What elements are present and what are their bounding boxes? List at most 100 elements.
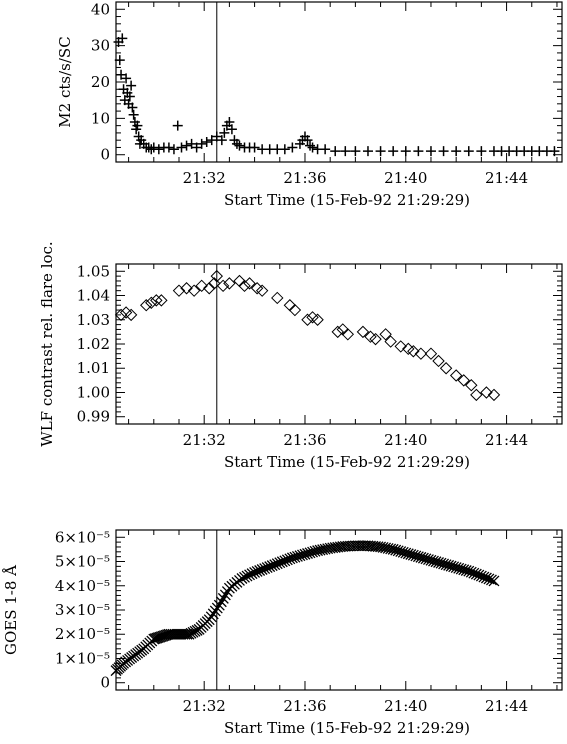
data-point [457,374,470,387]
data-point [470,388,483,402]
chart-panel-3: 21:32 21:36 21:40 21:44 0 1×10⁻⁵ 2×10⁻⁵ 3×10⁻⁵ 4… [2,528,563,737]
data-series [114,269,501,402]
data-point [226,124,237,135]
data-point [196,138,207,149]
data-point [320,144,331,155]
data-point [217,592,229,604]
data-point [163,142,174,153]
data-point [287,142,298,153]
data-point [306,311,319,324]
data-point [449,369,463,382]
y-axis-title: WLF contrast rel. flare loc. [38,241,56,446]
x-axis-title: Start Time (15-Feb-92 21:29:29) [224,191,470,209]
data-point [425,146,436,157]
data-point [302,135,313,146]
data-point [340,146,351,157]
plot-frame [115,529,563,691]
x-tick-label: 21:44 [485,169,528,187]
y-tick-label: 2×10⁻⁵ [55,625,110,643]
data-point [255,284,269,297]
data-point [172,120,183,131]
data-point [116,69,127,80]
data-point [301,313,314,326]
data-point [168,144,179,155]
x-tick-label: 21:40 [384,431,427,449]
data-point [243,277,256,290]
data-point [465,379,478,392]
data-point [216,279,230,293]
data-series [110,540,500,677]
plot-frame [115,263,563,425]
data-point [350,146,361,157]
x-tick-label: 21:32 [183,431,226,449]
x-tick-label: 21:32 [183,169,226,187]
data-point [487,388,501,402]
plot-frame [115,1,563,163]
data-point [114,55,125,66]
data-point [219,127,230,138]
data-point [128,109,139,120]
data-point [330,146,341,157]
data-point [549,146,560,157]
data-point [288,303,302,317]
data-point [307,142,318,153]
data-point [145,296,158,309]
data-point [150,294,163,307]
data-point [394,340,407,353]
y-tick-label: 1.03 [77,311,110,329]
data-point [234,140,245,151]
y-tick-label: 4×10⁻⁵ [55,577,110,595]
data-point [375,146,386,157]
data-point [181,140,192,151]
data-point [155,294,168,307]
data-point [424,347,438,360]
data-point [191,142,202,153]
data-point [451,146,462,157]
chart-panel-2: 21:32 21:36 21:40 21:44 0.99 1.00 1.01 1.02 1.03… [38,241,563,471]
data-point [231,138,242,149]
y-tick-label: 6×10⁻⁵ [55,528,110,546]
data-point [180,282,193,295]
data-point [195,279,208,293]
data-point [215,596,227,608]
data-point [480,386,493,399]
data-point [208,277,221,290]
data-point [186,138,197,149]
x-tick-label: 21:36 [283,431,326,449]
data-point [414,347,428,360]
data-point [127,102,138,113]
data-point [224,117,235,127]
x-axis-title: Start Time (15-Feb-92 21:29:29) [224,719,470,737]
x-tick-label: 21:40 [384,169,427,187]
data-point [216,135,227,146]
data-point [305,140,316,151]
data-point [400,146,411,157]
data-point [432,354,445,368]
data-point [413,146,424,157]
data-point [181,628,193,640]
data-point [140,299,153,312]
data-point [213,599,225,611]
data-point [384,335,397,348]
y-tick-label: 0.99 [77,408,110,426]
x-tick-label: 21:36 [283,697,326,715]
data-point [476,146,487,157]
y-tick-label: 1.04 [77,287,110,305]
data-point [121,73,132,84]
data-point [271,291,284,305]
data-point [201,137,212,147]
data-point [407,345,420,358]
data-point [126,80,137,91]
data-point [124,91,135,102]
data-point [438,146,449,157]
data-point [249,142,260,153]
data-point [132,120,143,131]
data-point [206,135,217,146]
data-point [485,574,497,586]
y-tick-label: 1.05 [77,262,110,280]
data-point [114,308,128,322]
data-point [210,269,223,283]
x-axis-title: Start Time (15-Feb-92 21:29:29) [224,453,470,471]
data-point [119,306,133,319]
